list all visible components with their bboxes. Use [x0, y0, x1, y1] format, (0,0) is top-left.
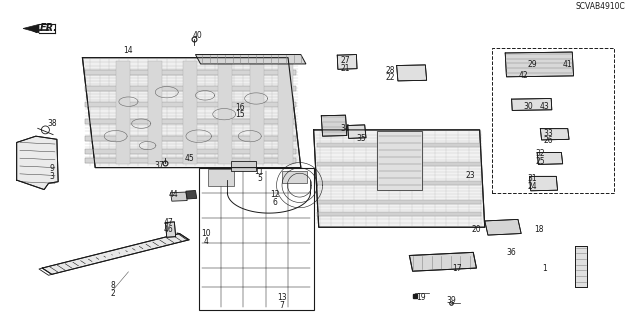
Text: 47: 47 — [163, 218, 173, 227]
Polygon shape — [195, 55, 306, 64]
Polygon shape — [148, 61, 162, 164]
Polygon shape — [575, 246, 587, 287]
Text: 11: 11 — [255, 167, 264, 176]
Polygon shape — [250, 61, 264, 164]
Text: 17: 17 — [452, 263, 461, 272]
Text: 27: 27 — [340, 56, 349, 65]
Text: 22: 22 — [385, 73, 395, 82]
Text: 15: 15 — [235, 110, 244, 119]
Polygon shape — [317, 200, 481, 204]
Polygon shape — [505, 52, 573, 77]
Text: 33: 33 — [544, 129, 554, 137]
Text: 38: 38 — [47, 119, 56, 128]
Polygon shape — [116, 61, 130, 164]
Polygon shape — [317, 181, 481, 185]
Text: 8: 8 — [110, 281, 115, 290]
Text: 21: 21 — [340, 64, 349, 73]
Polygon shape — [484, 219, 521, 235]
Polygon shape — [511, 99, 552, 110]
Text: 7: 7 — [279, 300, 284, 310]
Text: 29: 29 — [528, 60, 538, 69]
Text: 5: 5 — [257, 174, 262, 183]
Polygon shape — [218, 61, 232, 164]
Polygon shape — [17, 136, 58, 189]
Polygon shape — [282, 171, 307, 183]
Polygon shape — [397, 65, 427, 81]
Polygon shape — [85, 149, 296, 154]
Text: 28: 28 — [385, 66, 395, 75]
Polygon shape — [85, 102, 296, 107]
Polygon shape — [85, 158, 296, 163]
Polygon shape — [171, 192, 187, 201]
Text: 42: 42 — [518, 71, 528, 80]
Polygon shape — [186, 190, 196, 199]
Text: 39: 39 — [447, 296, 456, 305]
Text: 40: 40 — [193, 31, 202, 40]
Text: 34: 34 — [340, 123, 350, 132]
Polygon shape — [317, 212, 481, 216]
Text: 37: 37 — [154, 161, 164, 170]
Text: FR.: FR. — [40, 23, 58, 33]
Polygon shape — [85, 70, 296, 75]
Polygon shape — [83, 58, 301, 167]
Text: 32: 32 — [536, 149, 545, 158]
Text: 16: 16 — [235, 103, 244, 112]
Polygon shape — [85, 86, 296, 91]
Text: 25: 25 — [536, 157, 545, 166]
Bar — [198, 167, 314, 310]
Polygon shape — [314, 130, 484, 227]
Polygon shape — [529, 176, 557, 191]
Text: 43: 43 — [540, 102, 549, 111]
Polygon shape — [166, 222, 175, 237]
Text: 10: 10 — [202, 229, 211, 238]
Text: 20: 20 — [472, 225, 481, 234]
Text: 26: 26 — [544, 136, 554, 145]
Text: 2: 2 — [110, 289, 115, 298]
Text: 4: 4 — [204, 237, 209, 246]
Polygon shape — [278, 61, 292, 164]
Bar — [492, 48, 614, 193]
Text: 45: 45 — [184, 154, 194, 163]
FancyArrowPatch shape — [32, 28, 49, 32]
Text: 36: 36 — [507, 248, 516, 257]
Text: 1: 1 — [542, 263, 547, 272]
Text: SCVAB4910C: SCVAB4910C — [575, 2, 625, 11]
Polygon shape — [230, 161, 256, 171]
Text: 24: 24 — [527, 182, 537, 191]
Polygon shape — [42, 234, 189, 274]
Text: 35: 35 — [356, 134, 366, 143]
Polygon shape — [321, 115, 347, 136]
Text: 44: 44 — [168, 190, 178, 199]
Polygon shape — [317, 162, 481, 166]
Polygon shape — [208, 169, 234, 186]
Text: 3: 3 — [49, 172, 54, 181]
Text: 31: 31 — [527, 174, 537, 183]
Polygon shape — [378, 131, 422, 189]
Text: 23: 23 — [466, 171, 476, 180]
Text: 6: 6 — [273, 197, 278, 207]
Text: 12: 12 — [271, 190, 280, 199]
Polygon shape — [410, 252, 476, 271]
Text: 18: 18 — [534, 225, 544, 234]
Polygon shape — [182, 61, 196, 164]
Text: 13: 13 — [277, 293, 287, 302]
Polygon shape — [537, 152, 563, 164]
Polygon shape — [540, 129, 569, 140]
Text: 19: 19 — [416, 293, 426, 302]
Polygon shape — [317, 143, 481, 147]
Text: 9: 9 — [49, 164, 54, 173]
Polygon shape — [348, 125, 366, 138]
Polygon shape — [23, 24, 39, 33]
Polygon shape — [337, 55, 357, 69]
Polygon shape — [85, 136, 296, 141]
Text: 14: 14 — [124, 46, 133, 55]
Text: 41: 41 — [563, 60, 573, 69]
Text: 30: 30 — [524, 102, 533, 111]
Text: 46: 46 — [163, 225, 173, 234]
Polygon shape — [85, 119, 296, 124]
